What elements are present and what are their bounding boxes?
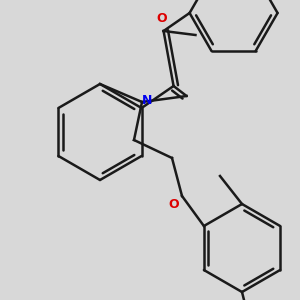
Text: N: N: [142, 94, 152, 106]
Text: O: O: [169, 197, 179, 211]
Text: O: O: [156, 13, 167, 26]
